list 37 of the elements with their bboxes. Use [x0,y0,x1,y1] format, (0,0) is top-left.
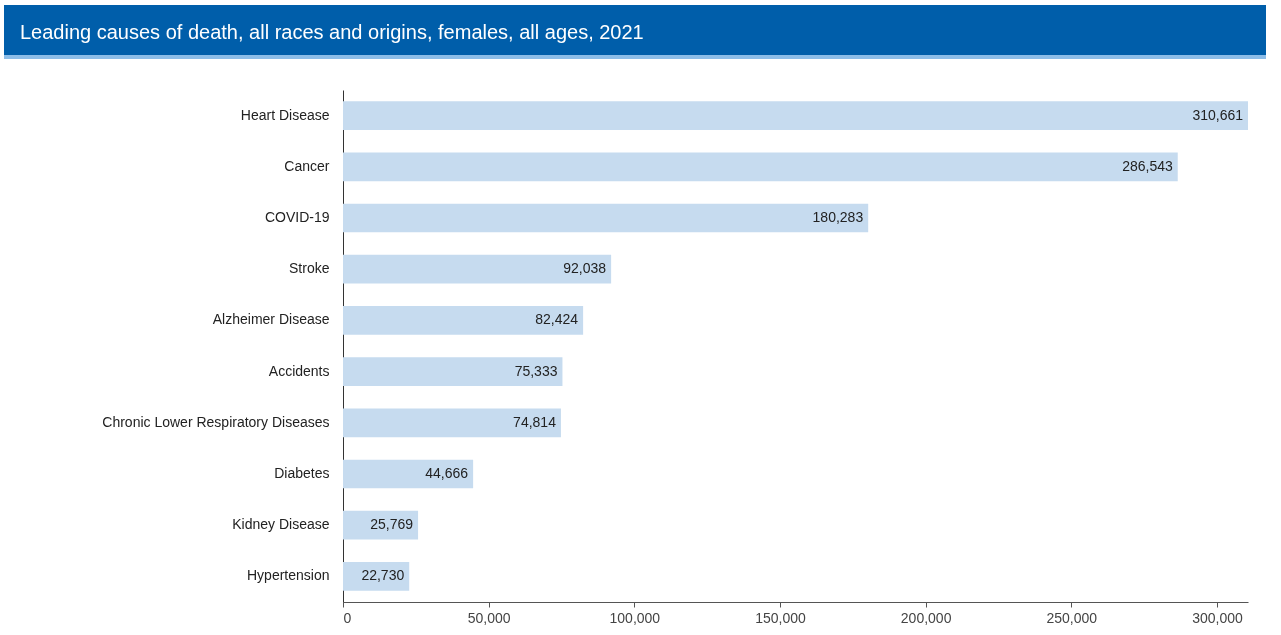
y-tick-label: Heart Disease [240,106,330,123]
y-tick-label: Diabetes [274,465,330,481]
y-tick-label: Accidents [268,362,330,379]
data-label: 22,730 [361,567,405,584]
x-tick-label: 200,000 [900,609,952,626]
chart-title: Leading causes of death, all races and origins, females, all ages, 2021 [4,5,1266,59]
y-tick-label: Cancer [284,157,330,174]
data-label: 180,283 [812,209,864,225]
y-tick-label: Hypertension [247,567,330,584]
data-label: 82,424 [535,311,579,328]
x-tick-label: 100,000 [609,609,661,626]
y-tick-label: Chronic Lower Respiratory Diseases [102,413,330,430]
x-tick-label: 50,000 [467,609,511,626]
x-tick-label: 150,000 [755,609,806,626]
bar [343,459,474,489]
data-label: 310,661 [1192,106,1244,123]
y-tick-label: Stroke [289,260,330,277]
bar [343,408,561,438]
data-label: 92,038 [563,260,607,277]
bar [343,101,1248,130]
x-tick-label: 300,000 [1192,609,1243,626]
data-label: 74,814 [513,413,557,430]
bar [343,203,869,233]
y-tick-label: Alzheimer Disease [212,311,330,328]
x-tick-label: 0 [343,609,352,626]
y-tick-label: COVID-19 [264,209,330,225]
data-label: 25,769 [370,516,414,533]
x-tick-label: 250,000 [1046,609,1098,626]
bar [343,254,612,284]
bar [343,357,563,386]
data-label: 44,666 [425,465,469,481]
data-label: 286,543 [1122,157,1173,174]
bar [343,306,584,335]
bar [343,510,419,540]
data-label: 75,333 [514,362,558,379]
bar [343,152,1178,182]
y-tick-label: Kidney Disease [232,516,330,533]
